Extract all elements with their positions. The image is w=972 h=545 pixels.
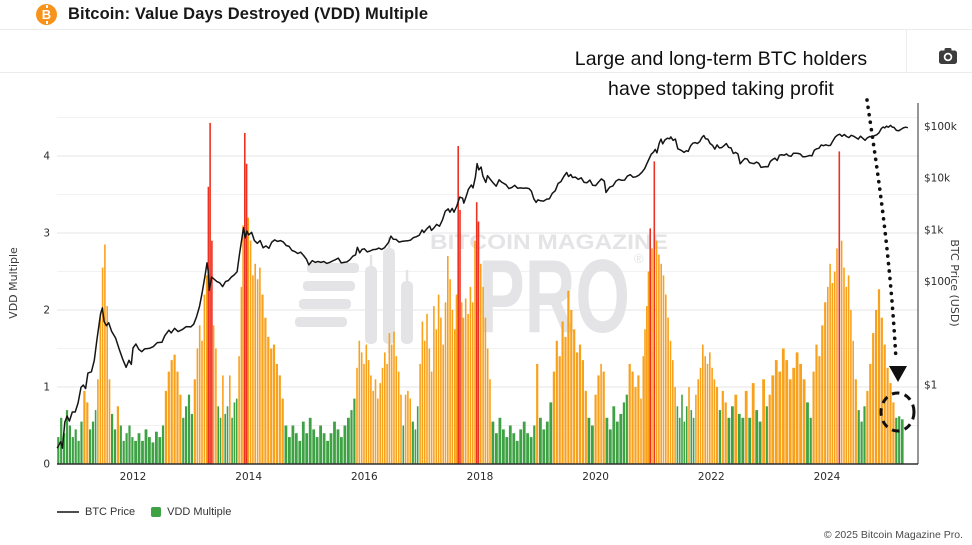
annotation-arrow-head: [889, 366, 907, 382]
annotation-arrow-dotted-line: [865, 98, 898, 362]
legend: BTC Price VDD Multiple: [57, 506, 231, 518]
svg-text:2: 2: [43, 305, 50, 317]
legend-label-btc-price: BTC Price: [85, 506, 136, 518]
svg-text:2014: 2014: [235, 471, 262, 483]
svg-text:$100: $100: [924, 276, 951, 288]
legend-item-btc-price[interactable]: BTC Price: [57, 506, 135, 518]
camera-button[interactable]: [934, 45, 962, 69]
left-axis-title: VDD Multiple: [7, 247, 20, 319]
footer-copyright: © 2025 Bitcoin Magazine Pro.: [823, 529, 963, 541]
axis-labels: 0 1 2 3 4 $100k $10k $1k $100 $1 2012 2014 2016 2018 2…: [7, 121, 961, 483]
camera-icon: [939, 47, 957, 64]
watermark: BITCOIN MAGAZINE PRO ®: [295, 230, 668, 355]
right-axis-title: BTC Price (USD): [948, 239, 961, 326]
watermark-logo-icon: [295, 237, 413, 353]
annotation-callout: Large and long-term BTC holders have sto…: [540, 44, 902, 104]
svg-text:2018: 2018: [467, 471, 494, 483]
header: B Bitcoin: Value Days Destroyed (VDD) Mu…: [0, 0, 972, 30]
svg-text:1: 1: [43, 382, 50, 394]
svg-text:0: 0: [43, 459, 50, 471]
svg-text:$10k: $10k: [924, 173, 951, 185]
svg-text:$1k: $1k: [924, 224, 944, 236]
toolbar-divider: [906, 29, 907, 72]
svg-text:$1: $1: [924, 380, 937, 392]
annotation-highlight-circle: [879, 391, 916, 433]
vdd-multiple-bars: [57, 122, 904, 465]
watermark-pro-text: PRO: [478, 239, 630, 355]
svg-text:2016: 2016: [351, 471, 378, 483]
svg-text:$100k: $100k: [924, 121, 958, 133]
legend-label-vdd-multiple: VDD Multiple: [167, 506, 232, 518]
axes: [57, 103, 919, 465]
line-swatch-icon: [57, 511, 79, 513]
page-title: Bitcoin: Value Days Destroyed (VDD) Mult…: [68, 5, 429, 23]
svg-text:3: 3: [43, 228, 50, 240]
svg-text:4: 4: [43, 151, 50, 163]
annotation-line2: have stopped taking profit: [608, 78, 834, 100]
toolbar: [0, 29, 972, 73]
svg-text:2020: 2020: [582, 471, 609, 483]
watermark-registered-mark: ®: [634, 251, 644, 266]
svg-text:2012: 2012: [120, 471, 147, 483]
watermark-brand-text: BITCOIN MAGAZINE: [430, 230, 668, 254]
btc-price-line: [56, 124, 909, 449]
bitcoin-icon: B: [36, 4, 57, 25]
square-swatch-icon: [151, 507, 162, 517]
legend-item-vdd-multiple[interactable]: VDD Multiple: [151, 506, 231, 518]
svg-text:2024: 2024: [814, 471, 841, 483]
svg-text:2022: 2022: [698, 471, 725, 483]
annotation-line1: Large and long-term BTC holders: [574, 48, 868, 70]
gridlines: [57, 117, 918, 426]
